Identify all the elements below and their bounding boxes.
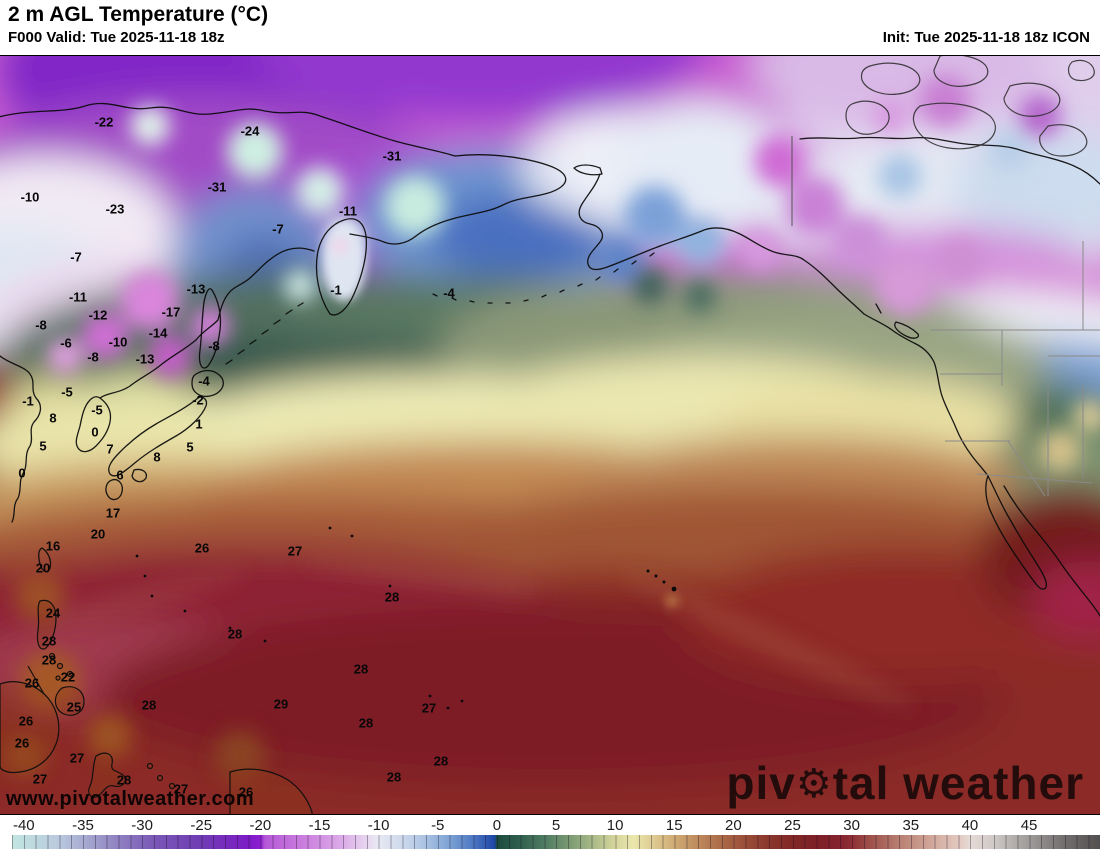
valid-time-label: F000 Valid: Tue 2025-11-18 18z <box>8 29 225 46</box>
island-specks <box>135 526 677 710</box>
init-time-label: Init: Tue 2025-11-18 18z ICON <box>882 29 1090 46</box>
colorbar-tick: -20 <box>249 817 272 834</box>
colorbar-tick: -15 <box>308 817 331 834</box>
colorbar-tick: -30 <box>131 817 153 834</box>
colorbar-tick: 45 <box>1020 817 1038 834</box>
colorbar-tick-labels: -40 -35 -30 -25 -20 -15 -10 -5 0 5 10 15 20 25 30 35 40 4… <box>12 817 1100 834</box>
kamchatka-cold-patch <box>322 221 678 607</box>
colorbar-tick: -35 <box>72 817 94 834</box>
colorbar-tick: 20 <box>725 817 742 834</box>
colorbar-tick: 0 <box>492 817 502 834</box>
colorbar-tick: -5 <box>431 817 445 834</box>
brand-text-post: tal weather <box>832 757 1084 809</box>
colorbar-tick: 40 <box>961 817 979 834</box>
gear-icon: ⚙ <box>795 762 833 806</box>
brand-text-pre: piv <box>726 757 796 809</box>
colorbar-tick: 35 <box>902 817 920 834</box>
arctic-islands <box>845 56 1095 157</box>
colorbar-cell-lines <box>12 835 1100 849</box>
colorbar-tick: -40 <box>12 817 35 834</box>
colorbar <box>12 835 1100 849</box>
colorbar-tick: 30 <box>843 817 860 834</box>
temperature-field <box>0 56 1100 814</box>
map-header: 2 m AGL Temperature (°C) F000 Valid: Tue… <box>0 0 1100 55</box>
colorbar-tick: -10 <box>367 817 390 834</box>
colorbar-tick: -25 <box>190 817 213 834</box>
temperature-field-svg <box>0 56 1100 814</box>
colorbar-tick: 5 <box>551 817 561 834</box>
colorbar-tick: 25 <box>784 817 801 834</box>
watermark-url: www.pivotalweather.com <box>6 788 255 810</box>
political-borders <box>791 136 1100 497</box>
colorbar-tick: 15 <box>665 817 683 834</box>
field-detail-patches <box>5 75 1100 782</box>
temperature-map <box>0 55 1100 815</box>
page-title: 2 m AGL Temperature (°C) <box>8 3 269 26</box>
colorbar-tick: 10 <box>606 817 624 834</box>
tropical-islands <box>0 599 313 814</box>
coastlines <box>0 102 1100 617</box>
watermark-brand: piv⚙tal weather <box>726 760 1084 806</box>
